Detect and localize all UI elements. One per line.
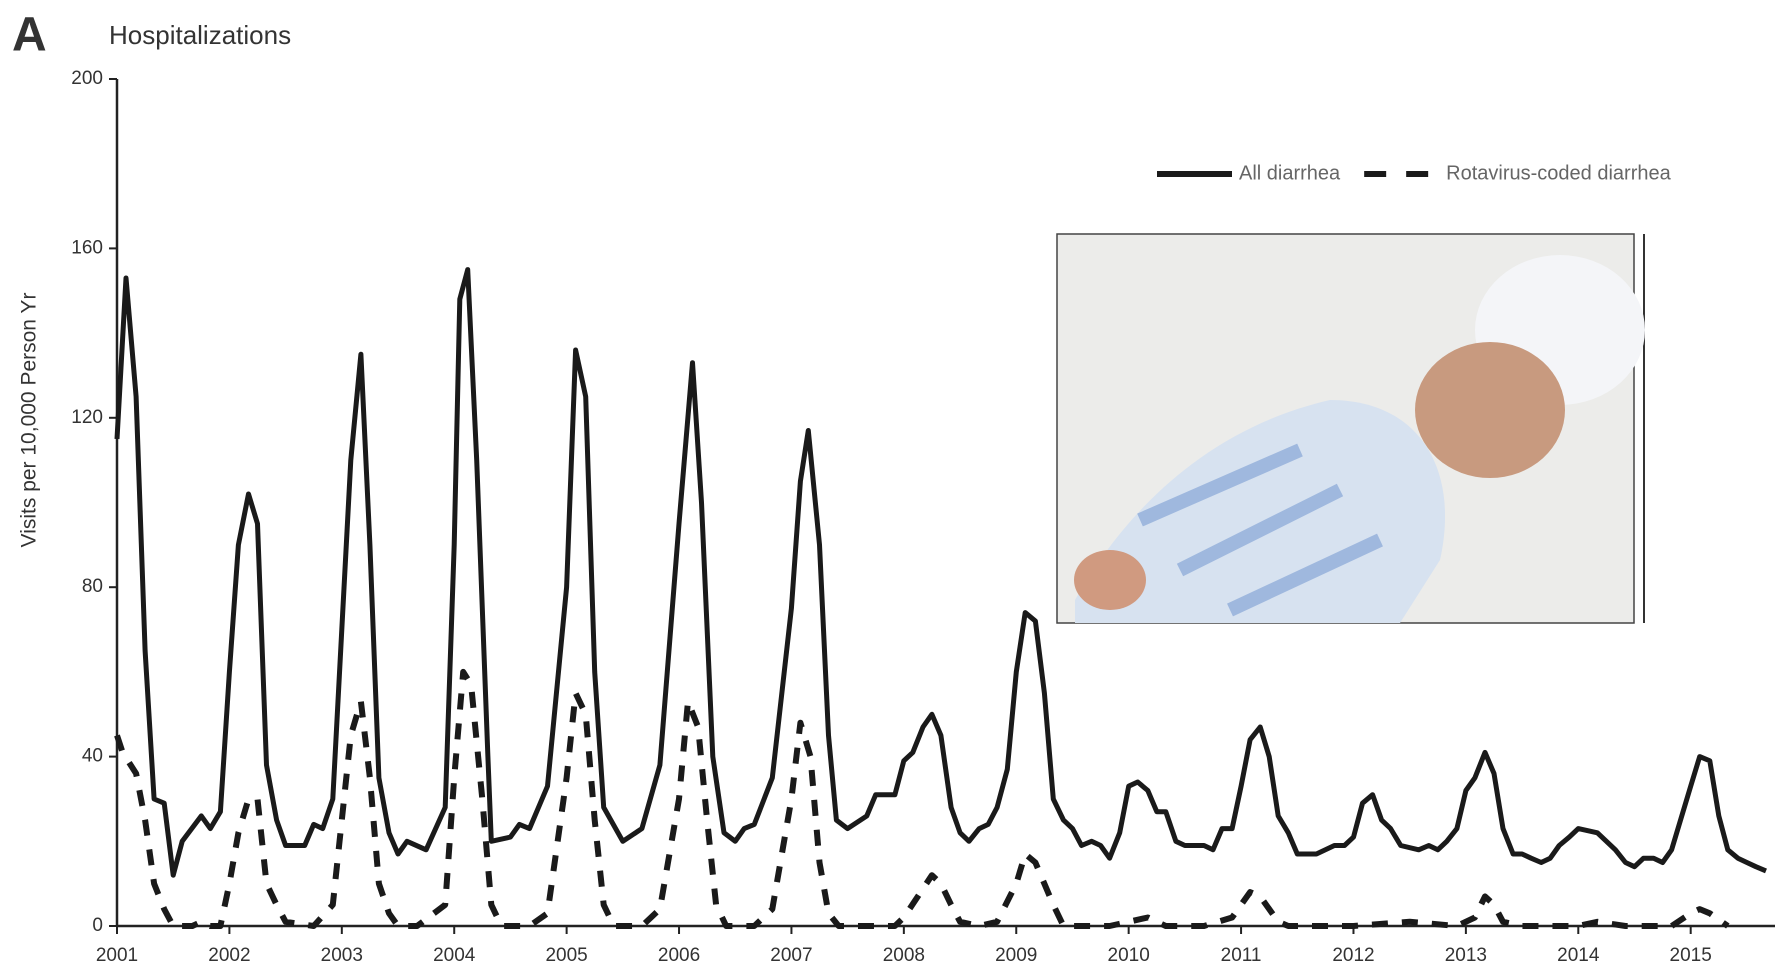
x-tick-label: 2005 [545,945,587,966]
legend-label: All diarrhea [1239,162,1341,184]
y-tick-label: 40 [82,746,103,767]
y-tick-label: 80 [82,576,103,597]
inset-photo [1057,234,1645,623]
x-tick-label: 2012 [1332,945,1374,966]
x-tick-label: 2009 [995,945,1037,966]
x-tick-label: 2014 [1557,945,1600,966]
y-tick-label: 120 [71,407,103,428]
x-tick-label: 2013 [1445,945,1487,966]
legend-label: Rotavirus-coded diarrhea [1446,162,1671,184]
panel-label: A [12,9,47,62]
x-tick-label: 2002 [208,945,250,966]
chart-title: Hospitalizations [109,20,291,50]
chart: A Hospitalizations Visits per 10,000 Per… [0,0,1792,974]
x-tick-label: 2001 [96,945,138,966]
x-tick-label: 2011 [1221,945,1262,966]
y-tick-label: 160 [71,237,103,258]
y-axis-label: Visits per 10,000 Person Yr [18,293,41,548]
x-tick-label: 2006 [658,945,700,966]
series-line [117,672,1728,926]
y-tick-label: 0 [92,915,103,936]
y-tick-label: 200 [71,68,103,89]
x-tick-label: 2004 [433,945,476,966]
x-tick-label: 2008 [883,945,925,966]
x-tick-label: 2007 [770,945,812,966]
x-tick-label: 2015 [1670,945,1712,966]
x-tick-label: 2010 [1108,945,1150,966]
x-tick-label: 2003 [321,945,363,966]
